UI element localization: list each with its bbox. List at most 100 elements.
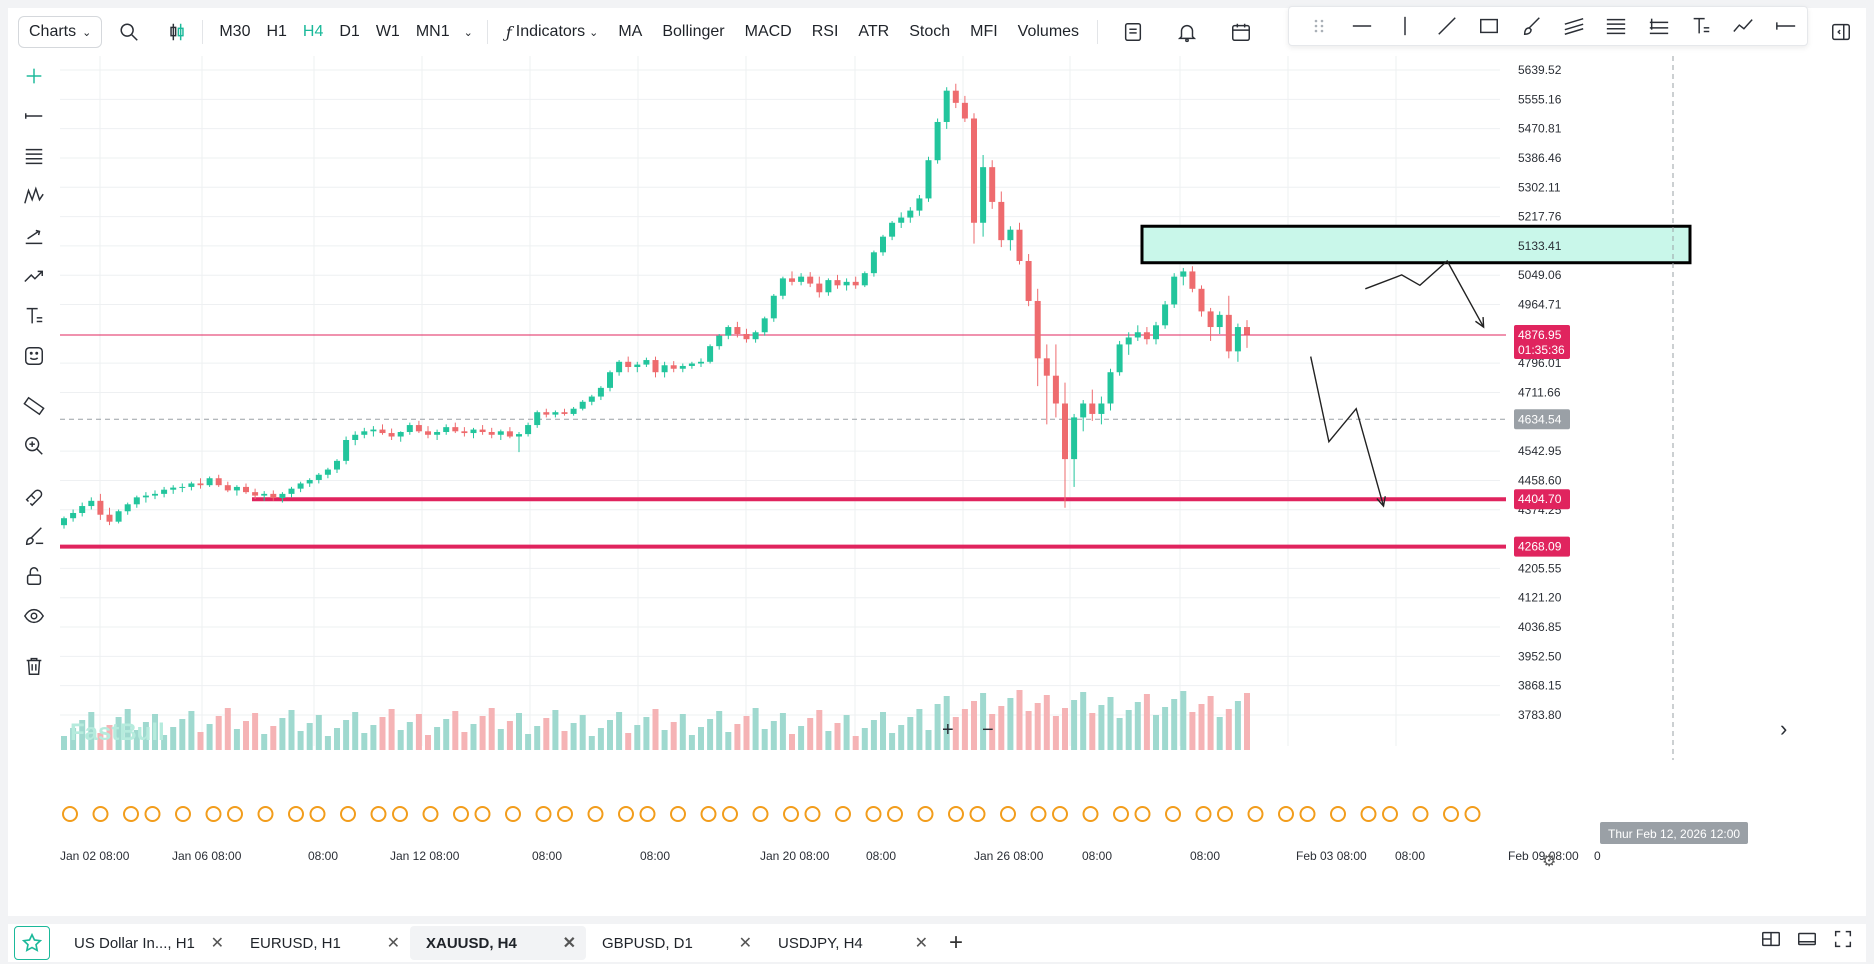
event-marker[interactable] bbox=[474, 806, 491, 822]
event-marker[interactable] bbox=[505, 806, 521, 822]
timeframe-m30[interactable]: M30 bbox=[219, 23, 251, 40]
event-marker[interactable] bbox=[340, 806, 356, 822]
timeframe-more-button[interactable]: ⌄ bbox=[458, 16, 479, 48]
pattern-tool[interactable] bbox=[14, 176, 54, 216]
event-marker[interactable] bbox=[1082, 806, 1099, 822]
event-marker[interactable] bbox=[804, 806, 821, 822]
indicator-mfi[interactable]: MFI bbox=[970, 23, 998, 40]
event-marker[interactable] bbox=[1382, 806, 1398, 822]
event-marker[interactable] bbox=[309, 806, 326, 822]
brush-tool[interactable] bbox=[1511, 8, 1553, 44]
vertical-line-tool[interactable] bbox=[1384, 8, 1426, 44]
event-marker[interactable] bbox=[1052, 806, 1068, 822]
favorites-button[interactable] bbox=[14, 926, 50, 960]
forecast-path-upper[interactable] bbox=[1365, 259, 1485, 328]
polyline-tool[interactable] bbox=[1722, 8, 1764, 44]
close-icon[interactable]: ✕ bbox=[914, 935, 928, 952]
trend-line-tool[interactable] bbox=[1426, 8, 1468, 44]
event-marker[interactable] bbox=[453, 806, 469, 822]
timeframe-h4[interactable]: H4 bbox=[302, 23, 324, 40]
fibonacci-tool[interactable] bbox=[14, 136, 54, 176]
timeframe-h1[interactable]: H1 bbox=[266, 23, 287, 40]
event-marker[interactable] bbox=[639, 806, 656, 822]
event-marker[interactable] bbox=[917, 806, 934, 822]
indicator-rsi[interactable]: RSI bbox=[811, 23, 839, 40]
search-button[interactable] bbox=[112, 16, 146, 48]
text-tool-left[interactable] bbox=[14, 296, 54, 336]
close-icon[interactable]: ✕ bbox=[738, 935, 752, 952]
tab-usdjpy[interactable]: USDJPY, H4 ✕ bbox=[762, 926, 938, 960]
close-icon[interactable]: ✕ bbox=[210, 935, 224, 952]
event-marker[interactable] bbox=[1464, 806, 1481, 822]
add-tab-button[interactable]: + bbox=[938, 926, 974, 960]
event-marker[interactable] bbox=[288, 806, 304, 822]
event-marker[interactable] bbox=[1299, 806, 1316, 822]
magnet-tool[interactable] bbox=[14, 476, 54, 516]
event-marker[interactable] bbox=[722, 806, 738, 822]
indicators-button[interactable]: ƒ Indicators ⌄ bbox=[496, 16, 609, 48]
event-marker[interactable] bbox=[1330, 806, 1346, 822]
event-marker[interactable] bbox=[557, 806, 573, 822]
template-button[interactable] bbox=[1116, 16, 1150, 48]
event-marker[interactable] bbox=[1165, 806, 1181, 822]
supply-zone-rectangle[interactable] bbox=[1140, 224, 1692, 265]
indicator-volumes[interactable]: Volumes bbox=[1017, 23, 1080, 40]
event-marker[interactable] bbox=[227, 806, 243, 822]
tab-gbpusd[interactable]: GBPUSD, D1 ✕ bbox=[586, 926, 762, 960]
fullscreen-icon[interactable] bbox=[1832, 928, 1854, 950]
event-marker[interactable] bbox=[1000, 806, 1016, 822]
line-tool[interactable] bbox=[14, 96, 54, 136]
rectangle-tool[interactable] bbox=[1468, 8, 1510, 44]
tab-xauusd[interactable]: XAUUSD, H4 ✕ bbox=[410, 926, 586, 960]
event-marker[interactable] bbox=[1412, 806, 1429, 822]
text-tool[interactable] bbox=[1680, 8, 1722, 44]
event-marker[interactable] bbox=[535, 806, 552, 822]
tab-usdx[interactable]: US Dollar In..., H1 ✕ bbox=[58, 926, 234, 960]
event-marker[interactable] bbox=[92, 806, 109, 822]
event-marker[interactable] bbox=[1113, 806, 1129, 822]
charts-dropdown[interactable]: Charts ⌄ bbox=[18, 16, 103, 48]
event-marker[interactable] bbox=[1195, 806, 1212, 822]
forecast-tool[interactable] bbox=[14, 256, 54, 296]
event-marker[interactable] bbox=[752, 806, 769, 822]
event-marker[interactable] bbox=[948, 806, 964, 822]
alert-button[interactable] bbox=[1170, 16, 1204, 48]
event-marker[interactable] bbox=[587, 806, 604, 822]
fib-retracement-tool[interactable] bbox=[1595, 8, 1637, 44]
forecast-path-lower[interactable] bbox=[1310, 356, 1385, 507]
emoji-tool[interactable] bbox=[14, 336, 54, 376]
chart-type-button[interactable] bbox=[160, 16, 194, 48]
event-marker[interactable] bbox=[123, 806, 139, 822]
event-marker[interactable] bbox=[175, 806, 191, 822]
event-marker[interactable] bbox=[835, 806, 851, 822]
event-marker[interactable] bbox=[887, 806, 903, 822]
price-chart[interactable]: FastBull + − › 5639.52 5555.16 5470.81 5386.46 5… bbox=[60, 56, 1866, 916]
lock-tool[interactable] bbox=[14, 556, 54, 596]
layout-icon[interactable] bbox=[1760, 928, 1782, 950]
delete-drawings-tool[interactable] bbox=[14, 646, 54, 686]
event-marker[interactable] bbox=[1360, 806, 1377, 822]
ruler-tool[interactable] bbox=[14, 386, 54, 426]
event-marker[interactable] bbox=[1217, 806, 1233, 822]
event-marker[interactable] bbox=[422, 806, 439, 822]
close-icon[interactable]: ✕ bbox=[386, 935, 400, 952]
event-marker[interactable] bbox=[618, 806, 634, 822]
chart-area[interactable]: FastBull + − › 5639.52 5555.16 5470.81 5386.46 5… bbox=[60, 56, 1866, 916]
fib-extension-tool[interactable] bbox=[1638, 8, 1680, 44]
event-marker[interactable] bbox=[205, 806, 222, 822]
event-marker[interactable] bbox=[1247, 806, 1264, 822]
drag-handle[interactable] bbox=[1299, 8, 1341, 44]
indicator-ma[interactable]: MA bbox=[618, 23, 643, 40]
timeframe-mn1[interactable]: MN1 bbox=[415, 23, 450, 40]
single-layout-icon[interactable] bbox=[1796, 928, 1818, 950]
event-marker[interactable] bbox=[1443, 806, 1459, 822]
eraser-brush-tool[interactable] bbox=[14, 516, 54, 556]
event-marker[interactable] bbox=[969, 806, 986, 822]
parallel-channel-tool[interactable] bbox=[1553, 8, 1595, 44]
event-marker[interactable] bbox=[1030, 806, 1047, 822]
event-marker[interactable] bbox=[370, 806, 387, 822]
event-marker[interactable] bbox=[1134, 806, 1151, 822]
indicator-macd[interactable]: MACD bbox=[744, 23, 792, 40]
ray-tool[interactable] bbox=[1765, 8, 1807, 44]
crosshair-tool[interactable] bbox=[14, 56, 54, 96]
